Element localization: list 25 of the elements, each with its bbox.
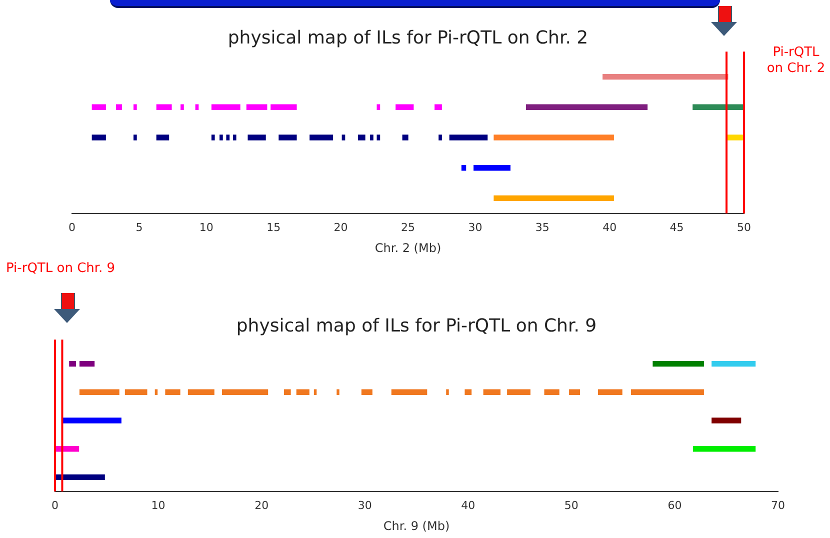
x-tick-label: 10: [199, 220, 214, 234]
x-tick-label: 20: [334, 220, 348, 234]
x-tick-label: 0: [68, 220, 76, 234]
x-tick-label: 30: [468, 220, 482, 234]
x-axis-title: Chr. 9 (Mb): [383, 518, 450, 533]
x-tick-label: 30: [358, 498, 372, 512]
x-tick-label: 40: [602, 220, 617, 234]
x-tick-label: 20: [254, 498, 269, 512]
x-tick-label: 35: [535, 220, 550, 234]
x-tick-label: 45: [670, 220, 684, 234]
x-tick-label: 70: [771, 498, 785, 512]
text: Pi-rQTL on Chr. 2: [766, 44, 826, 76]
x-tick-label: 10: [151, 498, 166, 512]
x-tick-label: 50: [564, 498, 578, 512]
chart-title: physical map of ILs for Pi-rQTL on Chr. 2: [228, 27, 588, 48]
x-tick-label: 50: [737, 220, 751, 234]
chart-title: physical map of ILs for Pi-rQTL on Chr. 9: [236, 315, 597, 336]
x-tick-label: 0: [52, 498, 58, 512]
x-tick-label: 25: [401, 220, 415, 234]
text: Pi-rQTL on Chr. 9: [6, 260, 116, 276]
x-axis-title: Chr. 2 (Mb): [374, 240, 442, 255]
x-tick-label: 60: [668, 498, 682, 512]
x-tick-label: 15: [266, 220, 281, 234]
x-tick-label: 5: [136, 220, 143, 234]
x-tick-label: 40: [461, 498, 476, 512]
